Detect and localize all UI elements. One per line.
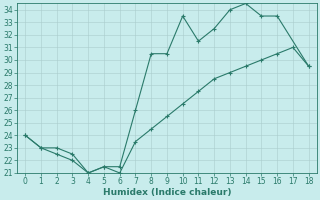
X-axis label: Humidex (Indice chaleur): Humidex (Indice chaleur): [103, 188, 231, 197]
